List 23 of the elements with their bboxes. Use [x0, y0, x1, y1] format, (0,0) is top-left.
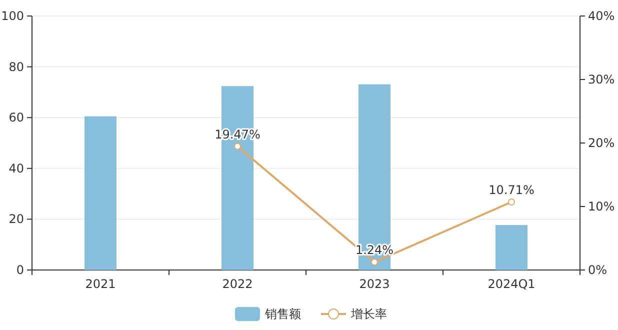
- y-tick-label: 60: [8, 110, 24, 125]
- bar: [496, 225, 528, 270]
- y2-tick-label: 30%: [588, 72, 615, 86]
- x-tick-label: 2023: [359, 277, 390, 291]
- data-label: 10.71%: [488, 182, 534, 197]
- point: [234, 142, 241, 150]
- y-tick-label: 20: [8, 212, 24, 226]
- x-tick-label: 2021: [85, 277, 116, 291]
- legend-label: 销售额: [264, 307, 301, 321]
- y2-tick-label: 0%: [588, 263, 608, 277]
- point: [508, 198, 515, 206]
- y-tick-label: 40: [8, 161, 24, 176]
- point: [371, 258, 378, 266]
- y-tick-label: 0: [16, 263, 24, 277]
- x-tick-label: 2024Q1: [488, 277, 536, 291]
- x-tick-label: 2022: [222, 277, 253, 291]
- bar: [84, 116, 116, 270]
- y2-tick-label: 20%: [588, 136, 615, 150]
- y-tick-label: 80: [8, 60, 24, 74]
- legend-label: 增长率: [350, 307, 387, 321]
- y2-tick-label: 10%: [588, 200, 615, 214]
- y2-tick-label: 40%: [588, 9, 615, 23]
- y-tick-label: 100: [1, 9, 24, 23]
